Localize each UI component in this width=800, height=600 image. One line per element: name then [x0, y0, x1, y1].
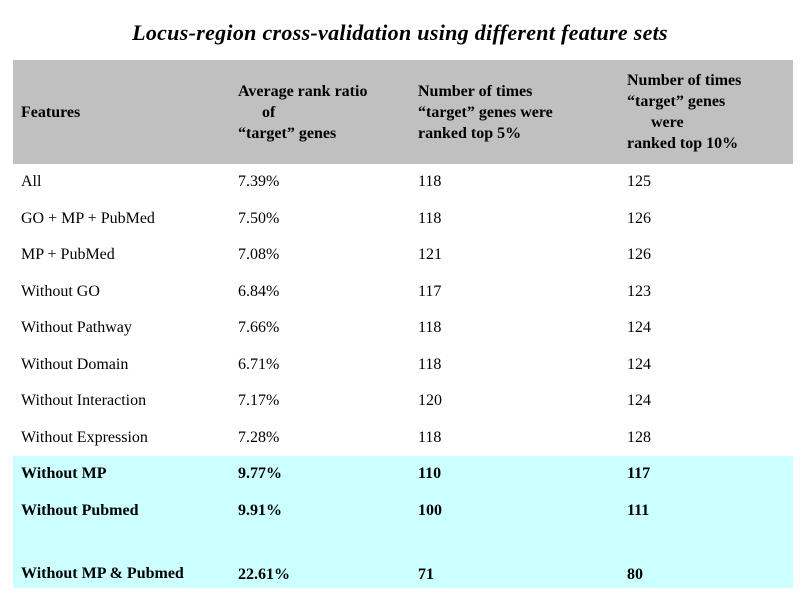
- header-top5: Number of times “target” genes were rank…: [410, 60, 619, 164]
- cell-feature: Without MP & Pubmed: [21, 565, 184, 582]
- cell-feature: Without Pathway: [21, 319, 132, 337]
- cell-avg-rank: 9.91%: [238, 501, 282, 519]
- cell-avg-rank: 7.08%: [238, 246, 280, 264]
- header-top10: Number of times “target” genes were rank…: [619, 60, 793, 164]
- cell-top10: 128: [627, 428, 651, 446]
- table-row: All 7.39% 118 125: [13, 164, 793, 201]
- cell-top5: 121: [418, 246, 442, 264]
- cell-feature: Without GO: [21, 282, 100, 300]
- header-features: Features: [13, 60, 230, 164]
- header-avg-rank: Average rank ratio of “target” genes: [230, 60, 410, 164]
- header-features-label: Features: [21, 103, 81, 121]
- cell-top5: 118: [418, 428, 442, 446]
- cell-top5: 118: [418, 209, 442, 227]
- cell-avg-rank: 7.50%: [238, 209, 280, 227]
- cell-top10: 126: [627, 246, 651, 264]
- header-top5-line: ranked top 5%: [418, 124, 522, 142]
- header-avg-rank-line: of: [238, 103, 276, 121]
- header-avg-rank-line: “target” genes: [238, 124, 337, 142]
- cell-top10: 117: [627, 465, 651, 483]
- cell-top5: 117: [418, 282, 442, 300]
- header-top10-line: Number of times: [627, 72, 742, 89]
- cell-top5: 118: [418, 173, 442, 191]
- cell-top10: 124: [627, 355, 651, 373]
- header-top5-line: Number of times: [418, 82, 533, 100]
- cell-feature: Without Expression: [21, 428, 148, 446]
- cell-top10: 124: [627, 392, 651, 410]
- cell-avg-rank: 7.39%: [238, 173, 280, 191]
- slide-title: Locus-region cross-validation using diff…: [132, 20, 668, 45]
- cell-feature: Without MP: [21, 465, 107, 483]
- cell-top5: 110: [418, 465, 442, 483]
- header-top10-line: ranked top 10%: [627, 135, 739, 152]
- table-row-highlighted: Without Pubmed 9.91% 100 111: [13, 492, 793, 529]
- cell-avg-rank: 7.28%: [238, 428, 280, 446]
- cell-avg-rank: 6.84%: [238, 282, 280, 300]
- cell-feature: Without Domain: [21, 355, 129, 373]
- cell-top10: 80: [627, 566, 643, 583]
- cell-feature: GO + MP + PubMed: [21, 209, 155, 227]
- results-table: Features Average rank ratio of “target” …: [13, 60, 793, 588]
- cell-feature: All: [21, 173, 42, 191]
- cell-feature: MP + PubMed: [21, 246, 115, 264]
- table-row: Without Expression 7.28% 118 128: [13, 420, 793, 457]
- cell-avg-rank: 7.66%: [238, 319, 280, 337]
- cell-avg-rank: 9.77%: [238, 465, 282, 483]
- cell-feature: Without Interaction: [21, 392, 147, 410]
- header-top10-line: were: [627, 114, 684, 131]
- cell-avg-rank: 6.71%: [238, 355, 280, 373]
- cell-top5: 118: [418, 319, 442, 337]
- table-row: Without Pathway 7.66% 118 124: [13, 310, 793, 347]
- header-top10-line: “target” genes: [627, 93, 726, 110]
- table-row: MP + PubMed 7.08% 121 126: [13, 237, 793, 274]
- cell-top10: 123: [627, 282, 651, 300]
- cell-top5: 120: [418, 392, 442, 410]
- table-row: GO + MP + PubMed 7.50% 118 126: [13, 201, 793, 238]
- cell-top10: 126: [627, 209, 651, 227]
- header-top5-line: “target” genes were: [418, 103, 553, 121]
- header-avg-rank-line: Average rank ratio: [238, 82, 368, 100]
- cell-avg-rank: 22.61%: [238, 566, 290, 583]
- cell-top5: 100: [418, 501, 442, 519]
- cell-top10: 125: [627, 173, 651, 191]
- cell-top5: 71: [418, 566, 434, 583]
- table-row: Without GO 6.84% 117 123: [13, 274, 793, 311]
- table-row: Without Domain 6.71% 118 124: [13, 347, 793, 384]
- table-row: Without Interaction 7.17% 120 124: [13, 383, 793, 420]
- cell-top10: 111: [627, 501, 650, 519]
- cell-top10: 124: [627, 319, 651, 337]
- table-row-highlighted: Without MP 9.77% 110 117: [13, 456, 793, 493]
- cell-avg-rank: 7.17%: [238, 392, 280, 410]
- table-row-highlighted: Without MP & Pubmed 22.61% 71 80: [13, 529, 793, 588]
- cell-top5: 118: [418, 355, 442, 373]
- cell-feature: Without Pubmed: [21, 501, 139, 519]
- table-header-row: Features Average rank ratio of “target” …: [13, 60, 793, 164]
